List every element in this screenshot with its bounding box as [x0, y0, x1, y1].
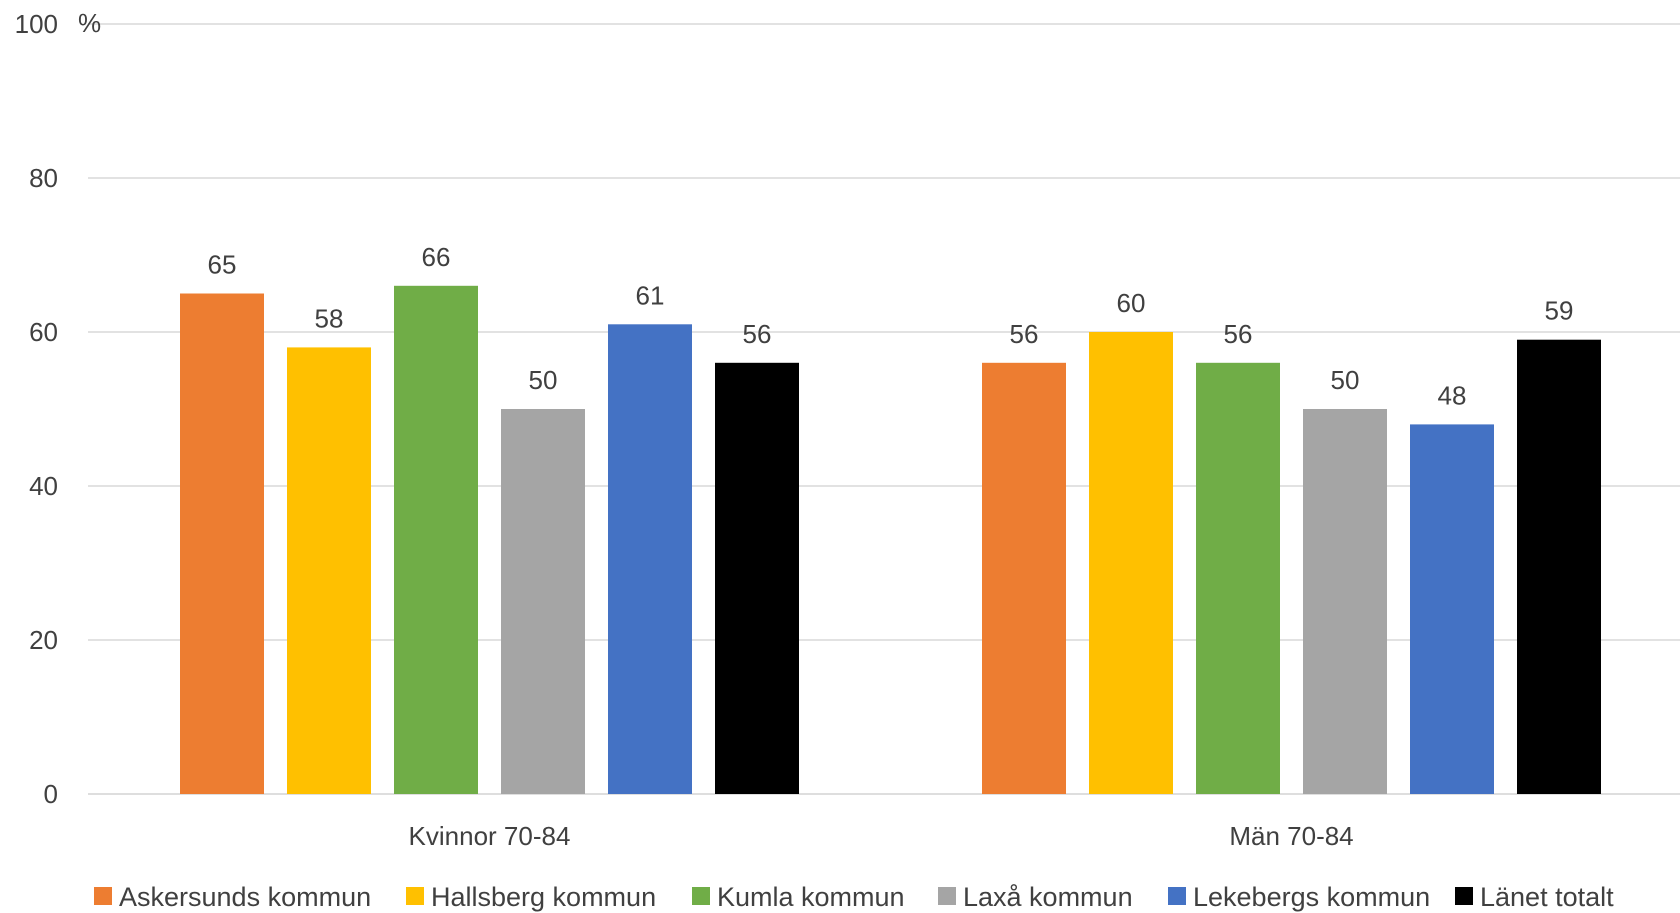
y-axis-unit-label: % [78, 8, 101, 38]
bar [608, 324, 692, 794]
bars [180, 286, 1601, 794]
y-tick-label: 80 [29, 163, 58, 193]
bar [715, 363, 799, 794]
y-tick-label: 100 [15, 9, 58, 39]
data-label: 56 [743, 319, 772, 349]
category-label: Kvinnor 70-84 [409, 821, 571, 851]
bar [394, 286, 478, 794]
legend-label: Lekebergs kommun [1193, 882, 1430, 912]
legend-swatch [94, 887, 112, 905]
data-label: 50 [529, 365, 558, 395]
legend-swatch [1455, 887, 1473, 905]
y-tick-label: 60 [29, 317, 58, 347]
y-tick-label: 0 [44, 779, 58, 809]
bar [501, 409, 585, 794]
legend-label: Hallsberg kommun [431, 882, 656, 912]
y-tick-label: 20 [29, 625, 58, 655]
data-label: 56 [1224, 319, 1253, 349]
bar [1517, 340, 1601, 794]
category-label: Män 70-84 [1229, 821, 1353, 851]
legend-label: Kumla kommun [717, 882, 905, 912]
data-label: 61 [636, 280, 665, 310]
legend-swatch [692, 887, 710, 905]
bar [1196, 363, 1280, 794]
legend: Askersunds kommun Hallsberg kommun Kumla k… [94, 882, 1614, 912]
data-label: 56 [1010, 319, 1039, 349]
legend-swatch [1168, 887, 1186, 905]
legend-label: Laxå kommun [963, 882, 1133, 912]
bar [982, 363, 1066, 794]
data-label: 65 [208, 250, 237, 280]
legend-label: Länet totalt [1480, 882, 1614, 912]
y-axis-ticks: 0 20 40 60 80 100 [15, 9, 58, 809]
bar [180, 294, 264, 795]
data-label: 59 [1545, 296, 1574, 326]
legend-label: Askersunds kommun [119, 882, 371, 912]
data-label: 48 [1438, 380, 1467, 410]
legend-swatch [938, 887, 956, 905]
bar [1089, 332, 1173, 794]
data-label: 50 [1331, 365, 1360, 395]
data-label: 60 [1117, 288, 1146, 318]
data-label: 58 [315, 303, 344, 333]
category-labels: Kvinnor 70-84 Män 70-84 [409, 821, 1354, 851]
legend-swatch [406, 887, 424, 905]
data-label: 66 [422, 242, 451, 272]
bar [287, 347, 371, 794]
y-tick-label: 40 [29, 471, 58, 501]
bar [1410, 424, 1494, 794]
bar [1303, 409, 1387, 794]
